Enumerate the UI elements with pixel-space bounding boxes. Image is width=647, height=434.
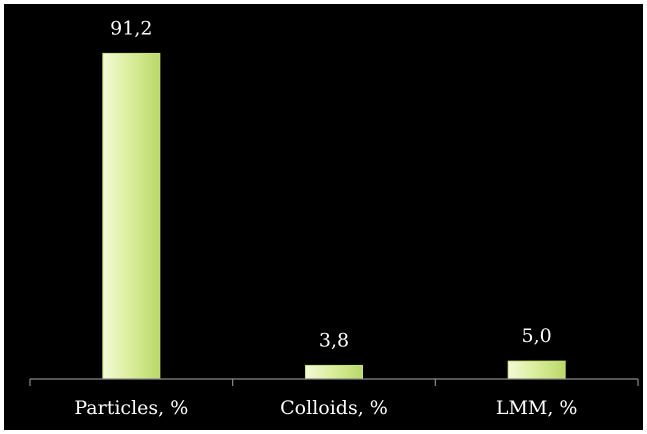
x-tick-label: Colloids, % bbox=[280, 397, 388, 419]
data-label: 3,8 bbox=[319, 329, 349, 351]
x-tick-label: Particles, % bbox=[74, 397, 188, 419]
chart-frame: 91,2 Particles, % 3,8 Colloids, % 5,0 LMM, % bbox=[4, 4, 643, 430]
bar-chart: 91,2 Particles, % 3,8 Colloids, % 5,0 LMM, % bbox=[29, 17, 639, 419]
bar bbox=[102, 52, 161, 380]
x-axis bbox=[29, 378, 639, 386]
labels-layer: 91,2 Particles, % 3,8 Colloids, % 5,0 LMM, % bbox=[74, 17, 577, 419]
data-label: 5,0 bbox=[522, 325, 552, 347]
x-tick-label: LMM, % bbox=[496, 397, 578, 419]
bar bbox=[507, 360, 566, 380]
data-label: 91,2 bbox=[110, 17, 152, 39]
bars-layer bbox=[102, 52, 566, 380]
bar bbox=[305, 364, 363, 380]
